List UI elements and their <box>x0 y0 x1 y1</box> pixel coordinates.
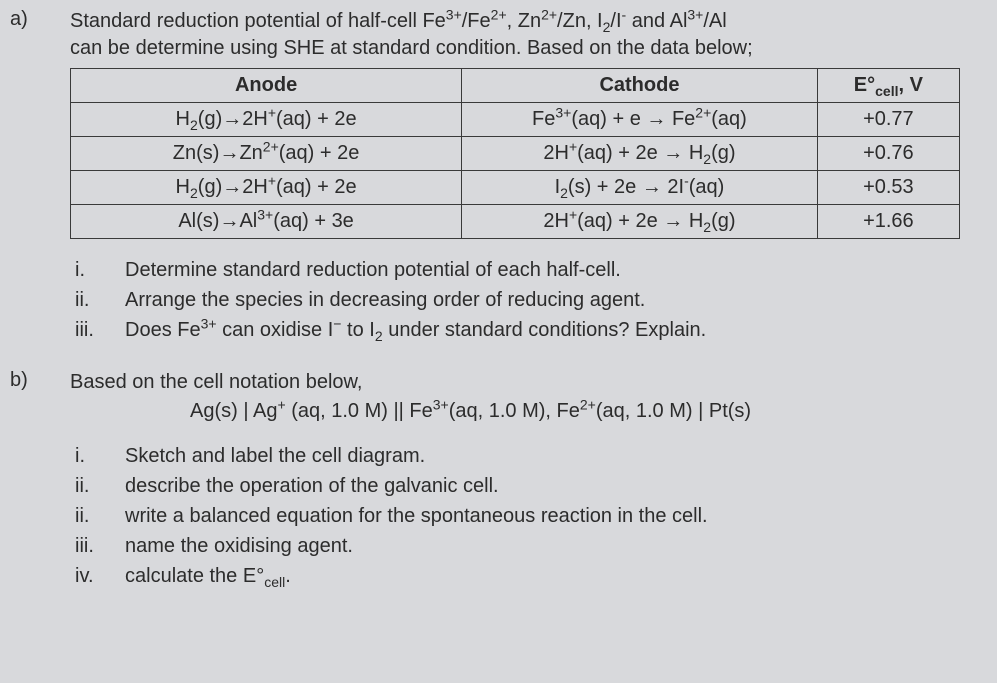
cell-cathode: I2(s) + 2e → 2I-(aq) <box>462 171 818 205</box>
item-label: ii. <box>70 473 125 500</box>
item-text: Sketch and label the cell diagram. <box>125 443 979 470</box>
intro-line-2: can be determine using SHE at standard c… <box>70 35 979 62</box>
item-label: i. <box>70 443 125 470</box>
intro-line-1: Standard reduction potential of half-cel… <box>70 8 979 35</box>
th-cathode: Cathode <box>462 69 818 103</box>
item-label: i. <box>70 257 125 284</box>
item-a-iii: iii. Does Fe3+ can oxidise I− to I2 unde… <box>70 317 979 344</box>
item-text: Arrange the species in decreasing order … <box>125 287 979 314</box>
item-text: name the oxidising agent. <box>125 533 979 560</box>
section-a-content: Standard reduction potential of half-cel… <box>70 8 979 347</box>
table-row: Al(s)→Al3+(aq) + 3e 2H+(aq) + 2e → H2(g)… <box>71 205 960 239</box>
th-anode: Anode <box>71 69 462 103</box>
item-a-i: i. Determine standard reduction potentia… <box>70 257 979 284</box>
b-intro: Based on the cell notation below, <box>70 369 979 396</box>
cell-cathode: 2H+(aq) + 2e → H2(g) <box>462 205 818 239</box>
cell-anode: H2(g)→2H+(aq) + 2e <box>71 171 462 205</box>
cell-e: +0.53 <box>817 171 959 205</box>
cell-e: +1.66 <box>817 205 959 239</box>
item-label: iii. <box>70 533 125 560</box>
item-label: iv. <box>70 563 125 590</box>
cell-anode: Al(s)→Al3+(aq) + 3e <box>71 205 462 239</box>
item-b-i: i. Sketch and label the cell diagram. <box>70 443 979 470</box>
section-b: b) Based on the cell notation below, Ag(… <box>10 369 979 593</box>
item-label: ii. <box>70 287 125 314</box>
section-a-label: a) <box>10 8 70 31</box>
table-row: Zn(s)→Zn2+(aq) + 2e 2H+(aq) + 2e → H2(g)… <box>71 137 960 171</box>
item-b-iv: iv. calculate the E°cell. <box>70 563 979 590</box>
item-b-iii: iii. name the oxidising agent. <box>70 533 979 560</box>
item-a-ii: ii. Arrange the species in decreasing or… <box>70 287 979 314</box>
item-text: describe the operation of the galvanic c… <box>125 473 979 500</box>
table-row: H2(g)→2H+(aq) + 2e I2(s) + 2e → 2I-(aq) … <box>71 171 960 205</box>
section-b-content: Based on the cell notation below, Ag(s) … <box>70 369 979 593</box>
cell-anode: Zn(s)→Zn2+(aq) + 2e <box>71 137 462 171</box>
cell-notation: Ag(s) | Ag+ (aq, 1.0 M) || Fe3+(aq, 1.0 … <box>70 398 979 425</box>
section-a: a) Standard reduction potential of half-… <box>10 8 979 347</box>
item-label: ii. <box>70 503 125 530</box>
item-b-ii-2: ii. write a balanced equation for the sp… <box>70 503 979 530</box>
section-b-label: b) <box>10 369 70 392</box>
cell-e: +0.77 <box>817 103 959 137</box>
item-text: Does Fe3+ can oxidise I− to I2 under sta… <box>125 317 979 344</box>
reduction-table: Anode Cathode E°cell, V H2(g)→2H+(aq) + … <box>70 68 960 239</box>
item-text: Determine standard reduction potential o… <box>125 257 979 284</box>
section-a-sublist: i. Determine standard reduction potentia… <box>70 257 979 344</box>
cell-e: +0.76 <box>817 137 959 171</box>
item-b-ii-1: ii. describe the operation of the galvan… <box>70 473 979 500</box>
th-e: E°cell, V <box>817 69 959 103</box>
cell-cathode: Fe3+(aq) + e → Fe2+(aq) <box>462 103 818 137</box>
item-text: calculate the E°cell. <box>125 563 979 590</box>
item-label: iii. <box>70 317 125 344</box>
item-text: write a balanced equation for the sponta… <box>125 503 979 530</box>
cell-anode: H2(g)→2H+(aq) + 2e <box>71 103 462 137</box>
section-b-sublist: i. Sketch and label the cell diagram. ii… <box>70 443 979 590</box>
table-row: H2(g)→2H+(aq) + 2e Fe3+(aq) + e → Fe2+(a… <box>71 103 960 137</box>
cell-cathode: 2H+(aq) + 2e → H2(g) <box>462 137 818 171</box>
